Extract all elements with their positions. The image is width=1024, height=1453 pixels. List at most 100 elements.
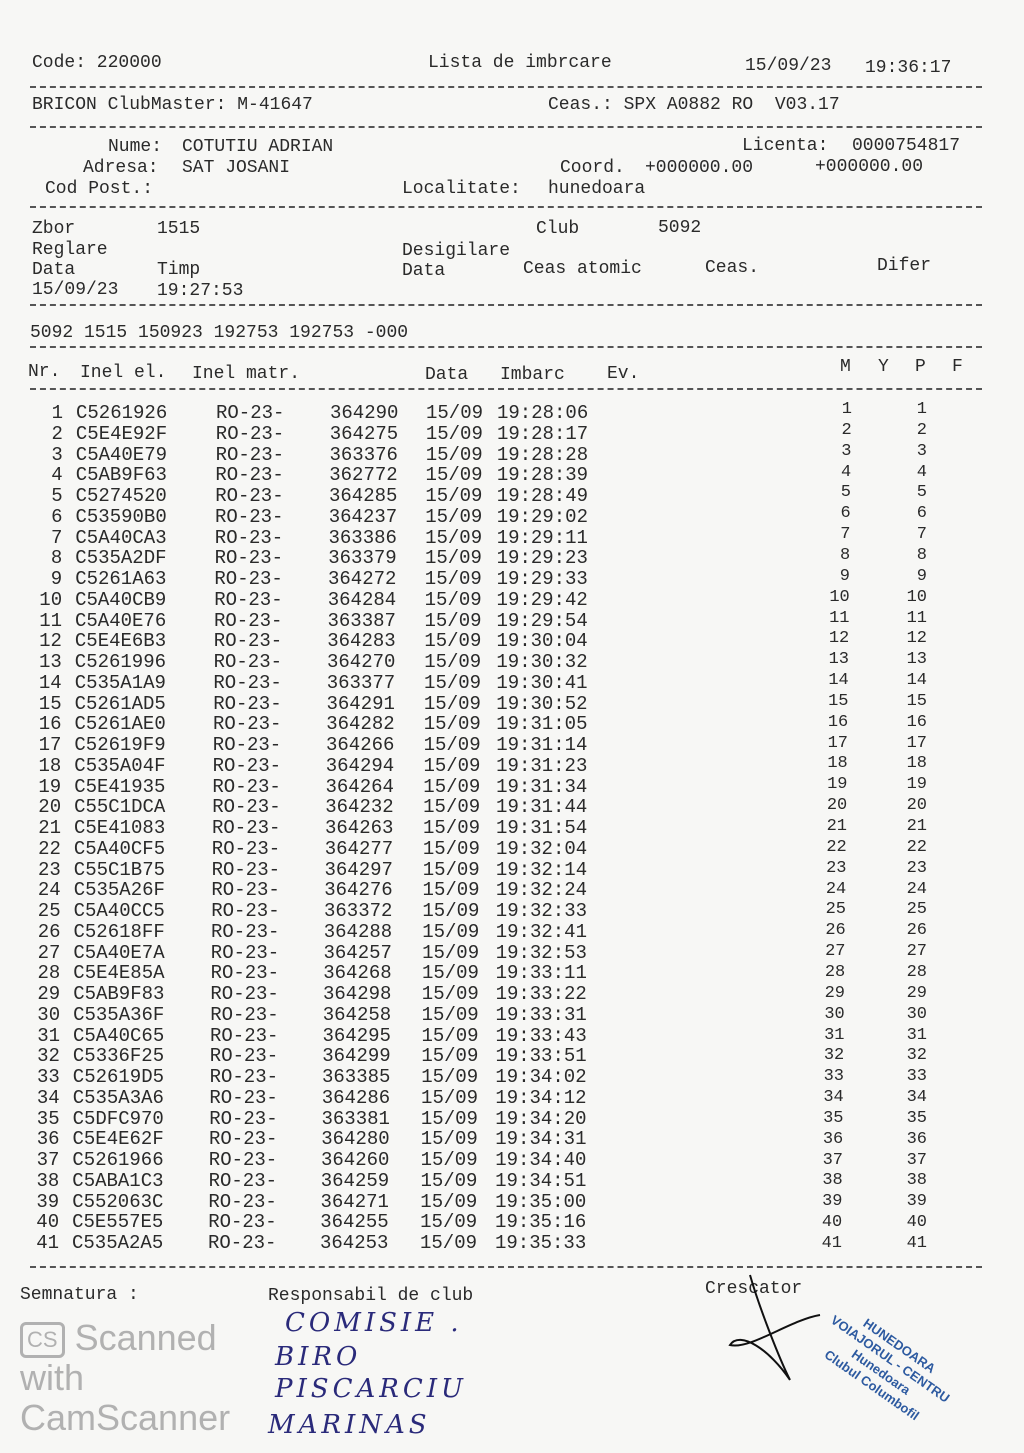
col-inel-matr: Inel matr. xyxy=(192,364,301,384)
divider xyxy=(30,304,982,306)
cell-ring: C5E4E85A xyxy=(73,962,165,985)
cell-matr: 363381 xyxy=(321,1107,390,1130)
cell-series: RO-23- xyxy=(208,1149,278,1171)
data-label: Data xyxy=(32,260,76,280)
cell-series: RO-23- xyxy=(208,1169,278,1192)
cell-p: 35 xyxy=(906,1108,927,1128)
cell-m: 23 xyxy=(826,858,847,878)
cell-p: 4 xyxy=(916,462,927,482)
cell-p: 15 xyxy=(906,691,927,711)
cell-p: 2 xyxy=(916,420,927,440)
cell-time: 19:28:06 xyxy=(497,402,589,424)
cell-ring: C535A04F xyxy=(74,754,166,777)
cell-matr: 363385 xyxy=(322,1066,391,1088)
cell-date: 15/09 xyxy=(423,734,481,756)
cell-date: 15/09 xyxy=(421,983,479,1005)
cell-matr: 364263 xyxy=(325,817,394,839)
cell-p: 13 xyxy=(906,650,927,670)
cell-matr: 363379 xyxy=(328,547,397,570)
cell-series: RO-23- xyxy=(209,1086,278,1109)
camscanner-logo-icon: CS xyxy=(20,1322,65,1359)
cell-ring: C52619F9 xyxy=(74,734,166,756)
cell-p: 19 xyxy=(906,775,927,795)
cell-time: 19:29:11 xyxy=(496,526,588,549)
cell-matr: 364255 xyxy=(320,1211,389,1234)
cell-p: 34 xyxy=(906,1088,927,1108)
data2-label: Data xyxy=(402,261,446,281)
zbor-label: Zbor xyxy=(32,219,76,239)
cell-matr: 364286 xyxy=(321,1086,391,1109)
cell-date: 15/09 xyxy=(420,1169,478,1192)
cell-nr: 2 xyxy=(51,422,63,445)
cell-date: 15/09 xyxy=(422,941,480,964)
cell-date: 15/09 xyxy=(424,547,482,570)
cell-m: 1 xyxy=(841,400,852,419)
handwriting-line: MARINAS xyxy=(268,1410,431,1440)
cell-matr: 364291 xyxy=(326,692,395,715)
cell-matr: 363376 xyxy=(329,443,398,466)
cell-nr: 26 xyxy=(37,920,61,943)
table-row: 16 C5261AE0 RO-23- 364282 15/09 19:31:05 16 16 xyxy=(0,713,1024,735)
cell-date: 15/09 xyxy=(425,443,483,466)
cell-time: 19:28:49 xyxy=(496,485,589,507)
divider xyxy=(30,388,982,390)
cell-series: RO-23- xyxy=(214,588,283,611)
cell-series: RO-23- xyxy=(212,796,281,819)
cell-m: 19 xyxy=(827,775,848,795)
table-row: 41 C535A2A5 RO-23- 364253 15/09 19:35:33 41 41 xyxy=(0,1233,1024,1254)
cell-ring: C5336F25 xyxy=(72,1045,165,1068)
cell-matr: 364232 xyxy=(325,796,394,819)
col-f: F xyxy=(952,357,963,377)
cell-p: 9 xyxy=(916,566,927,586)
cell-ring: C5E557E5 xyxy=(72,1211,164,1234)
cell-nr: 20 xyxy=(38,796,62,819)
cell-ring: C5AB9F63 xyxy=(75,464,167,487)
cell-series: RO-23- xyxy=(214,609,283,632)
cell-m: 9 xyxy=(839,566,850,586)
cell-series: RO-23- xyxy=(212,734,282,756)
signature-label: Semnatura : xyxy=(20,1285,139,1305)
cell-date: 15/09 xyxy=(421,962,479,985)
cell-nr: 32 xyxy=(37,1045,60,1068)
cell-series: RO-23- xyxy=(212,754,282,777)
cell-date: 15/09 xyxy=(423,692,481,715)
table-row: 3 C5A40E79 RO-23- 363376 15/09 19:28:28 3 3 xyxy=(0,442,1024,466)
cell-p: 10 xyxy=(906,587,927,607)
cell-m: 36 xyxy=(822,1129,844,1149)
cell-m: 4 xyxy=(841,462,852,482)
col-m: M xyxy=(840,357,851,377)
cell-series: RO-23- xyxy=(213,692,282,715)
col-y: Y xyxy=(878,357,889,377)
cell-p: 39 xyxy=(906,1192,927,1212)
cell-series: RO-23- xyxy=(214,526,284,549)
table-row: 24 C535A26F RO-23- 364276 15/09 19:32:24 24 24 xyxy=(0,880,1024,901)
summary-line: 5092 1515 150923 192753 192753 -000 xyxy=(30,323,409,343)
cell-m: 8 xyxy=(840,545,851,565)
cell-nr: 18 xyxy=(38,754,62,777)
ceas-atomic-label: Ceas atomic xyxy=(523,259,642,279)
cell-date: 15/09 xyxy=(423,754,481,777)
cell-series: RO-23- xyxy=(209,1066,279,1088)
cell-ring: C5261926 xyxy=(76,402,168,424)
postal-label: Cod Post.: xyxy=(45,179,154,199)
cell-nr: 25 xyxy=(37,900,61,922)
cell-matr: 364253 xyxy=(320,1232,389,1254)
cell-p: 27 xyxy=(906,942,927,962)
cell-p: 11 xyxy=(906,608,927,628)
cell-time: 19:28:28 xyxy=(496,443,589,466)
table-row: 27 C5A40E7A RO-23- 364257 15/09 19:32:53 27 27 xyxy=(0,941,1024,964)
cell-ring: C5261966 xyxy=(72,1149,164,1171)
code: Code: 220000 xyxy=(32,53,162,73)
table-row: 7 C5A40CA3 RO-23- 363386 15/09 19:29:11 7 7 xyxy=(0,525,1024,549)
cell-series: RO-23- xyxy=(215,443,285,466)
cell-matr: 364264 xyxy=(325,775,394,798)
cell-p: 32 xyxy=(906,1046,927,1066)
cell-date: 15/09 xyxy=(420,1232,478,1254)
cell-date: 15/09 xyxy=(424,671,482,694)
cell-m: 39 xyxy=(822,1192,843,1212)
handwriting-line: COMISIE . xyxy=(285,1308,463,1338)
cell-ring: C5A40CC5 xyxy=(73,900,165,922)
cell-ring: C535A36F xyxy=(73,1003,165,1026)
cell-ring: C535A1A9 xyxy=(74,671,166,694)
table-row: 14 C535A1A9 RO-23- 363377 15/09 19:30:41 14 14 xyxy=(0,671,1024,694)
